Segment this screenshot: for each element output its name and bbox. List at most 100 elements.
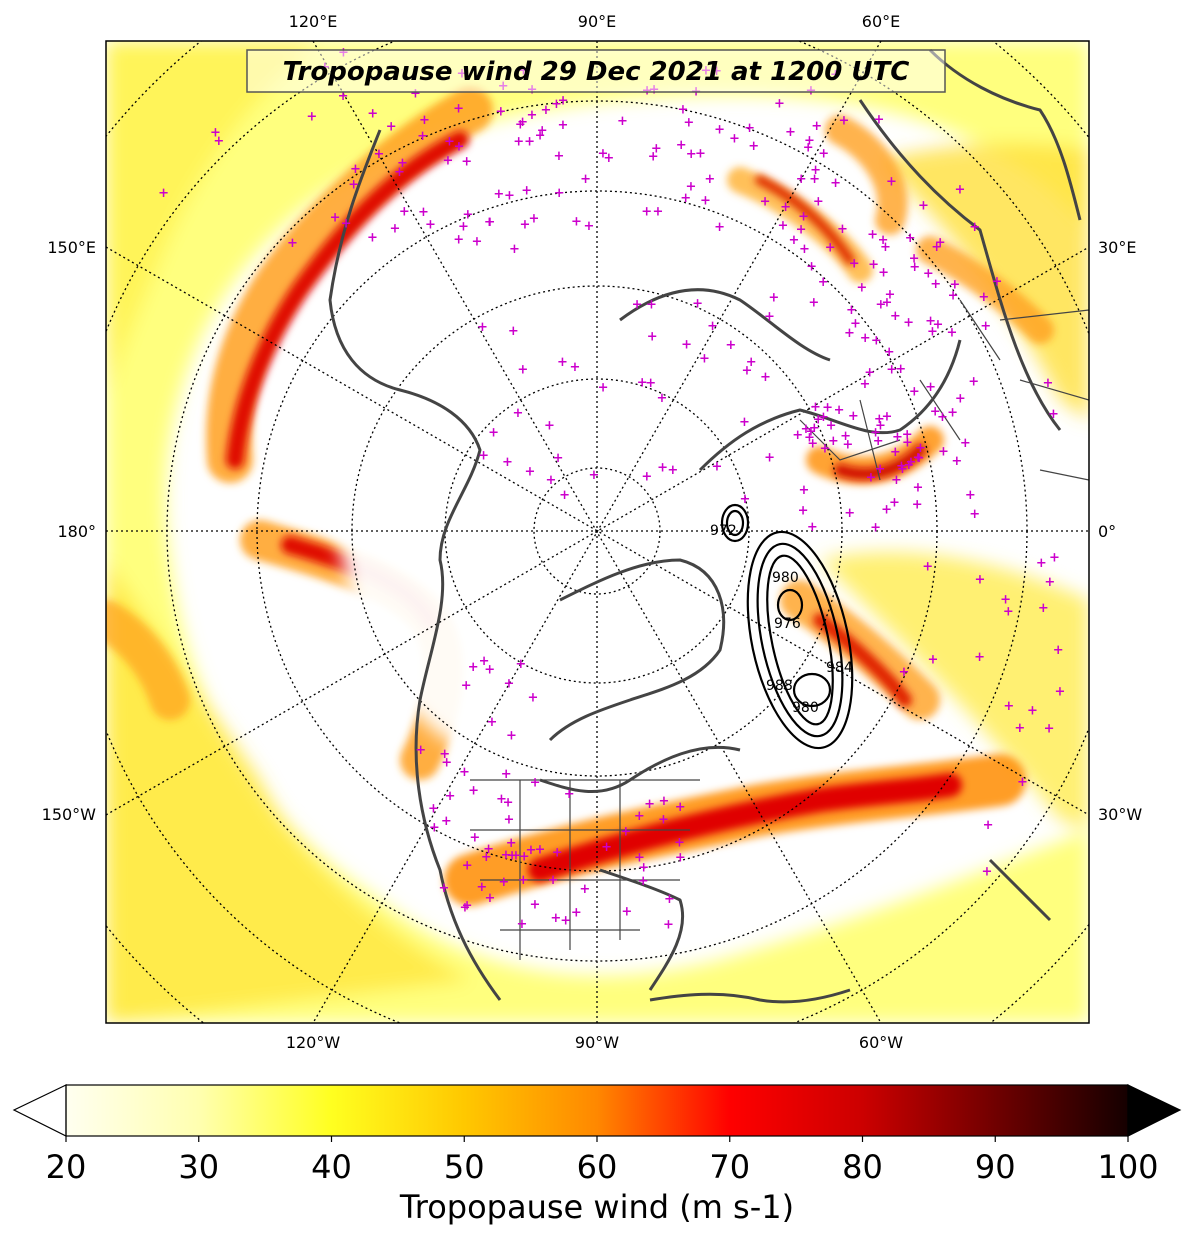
coastlines [328,48,1082,1004]
station-marker: + [515,657,526,672]
station-marker: + [462,207,473,222]
station-marker: + [617,114,628,129]
station-marker: + [462,899,473,914]
station-marker: + [813,195,824,210]
station-marker: + [695,146,706,161]
station-marker: + [792,428,803,443]
station-marker: + [740,492,751,507]
station-marker: + [865,471,876,486]
station-marker: + [902,427,913,442]
station-marker: + [803,141,814,156]
station-marker: + [438,881,449,896]
station-marker: + [1017,775,1028,790]
station-marker: + [553,149,564,164]
station-marker: + [825,241,836,256]
station-marker: + [583,219,594,234]
station-marker: + [856,280,867,295]
station-marker: + [878,233,889,248]
lon-label: 90°W [575,1033,619,1052]
station-marker: + [1000,592,1011,607]
station-marker: + [948,289,959,304]
station-marker: + [503,813,514,828]
station-marker: + [454,140,465,155]
station-marker: + [927,325,938,340]
station-marker: + [520,218,531,233]
station-marker: + [664,892,675,907]
station-marker: + [399,204,410,219]
station-marker: + [444,135,455,150]
station-marker: + [925,314,936,329]
station-marker: + [774,97,785,112]
station-marker: + [903,316,914,331]
station-marker: + [507,849,518,864]
lon-label: 120°W [286,1033,341,1052]
station-marker: + [923,267,934,282]
station-marker: + [513,406,524,421]
station-marker: + [922,560,933,575]
station-marker: + [501,767,512,782]
station-marker: + [886,175,897,190]
station-marker: + [686,180,697,195]
station-marker: + [461,155,472,170]
station-marker: + [806,424,817,439]
station-marker: + [896,459,907,474]
station-marker: + [699,352,710,367]
station-marker: + [1027,703,1038,718]
colorbar-extend-min [12,1084,67,1137]
station-marker: + [213,134,224,149]
station-marker: + [992,274,1003,289]
station-marker: + [686,147,697,162]
station-marker: + [725,338,736,353]
station-marker: + [844,326,855,341]
station-marker: + [515,117,526,132]
station-marker: + [875,297,886,312]
colorbar-label: Tropopause wind (m s-1) [399,1188,794,1226]
station-marker: + [483,842,494,857]
station-marker: + [809,172,820,187]
station-marker: + [621,904,632,919]
station-marker: + [501,848,512,863]
station-marker: + [389,222,400,237]
station-marker: + [796,172,807,187]
station-marker: + [678,102,689,117]
station-marker: + [453,102,464,117]
station-marker: + [601,840,612,855]
station-marker: + [909,385,920,400]
station-marker: + [637,376,648,391]
station-marker: + [579,882,590,897]
station-marker: + [560,914,571,929]
station-marker: + [890,445,901,460]
station-marker: + [519,850,530,865]
lon-label: 60°E [862,12,900,31]
station-marker: + [620,824,631,839]
station-marker: + [569,360,580,375]
station-marker: + [513,134,524,149]
station-marker: + [881,503,892,518]
station-marker: + [428,802,439,817]
station-marker: + [837,222,848,237]
station-marker: + [915,441,926,456]
lon-label: 150°W [42,805,97,824]
station-marker: + [638,874,649,889]
station-marker: + [937,410,948,425]
station-marker: + [397,156,408,171]
station-marker: + [498,875,509,890]
station-marker: + [580,172,591,187]
station-marker: + [931,240,942,255]
station-marker: + [338,89,349,104]
station-marker: + [526,108,537,123]
station-marker: + [764,309,775,324]
station-marker: + [748,139,759,154]
station-marker: + [704,172,715,187]
station-marker: + [675,800,686,815]
station-marker: + [681,338,692,353]
station-marker: + [1049,550,1060,565]
station-marker: + [367,231,378,246]
station-marker: + [535,842,546,857]
station-marker: + [638,861,649,876]
station-marker: + [459,900,470,915]
station-marker: + [598,147,609,162]
station-marker: + [571,214,582,229]
station-marker: + [545,473,556,488]
